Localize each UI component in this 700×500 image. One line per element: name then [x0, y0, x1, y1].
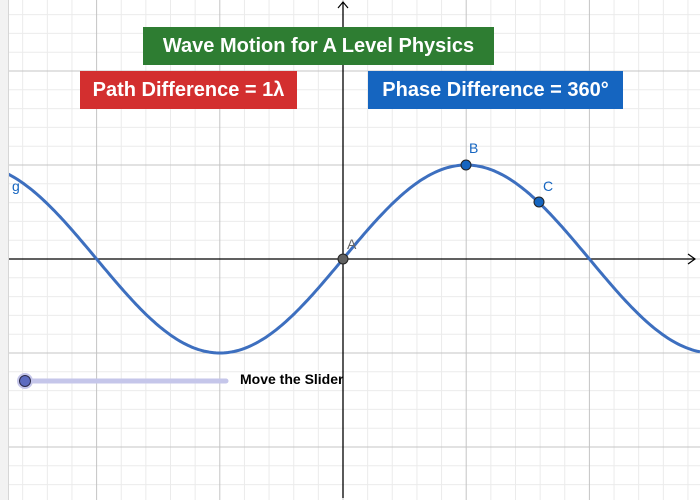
point-a[interactable] — [337, 253, 349, 265]
point-c-label: C — [543, 178, 554, 194]
slider[interactable] — [17, 373, 229, 389]
phase-difference-label: Phase Difference = 360° — [368, 71, 623, 109]
curve-label-g: g — [12, 178, 20, 194]
path-difference-label: Path Difference = 1λ — [80, 71, 297, 109]
wave-curve[interactable] — [7, 163, 700, 355]
slider-knob[interactable] — [19, 375, 31, 387]
y-axis — [337, 1, 349, 498]
point-a-label: A — [347, 236, 357, 252]
point-b[interactable] — [460, 159, 472, 171]
slider-label: Move the Slider — [240, 371, 344, 387]
x-axis — [8, 253, 697, 265]
point-c[interactable] — [533, 196, 545, 208]
point-b-label: B — [469, 140, 479, 156]
left-panel-edge — [0, 0, 9, 500]
title-label: Wave Motion for A Level Physics — [143, 27, 494, 65]
